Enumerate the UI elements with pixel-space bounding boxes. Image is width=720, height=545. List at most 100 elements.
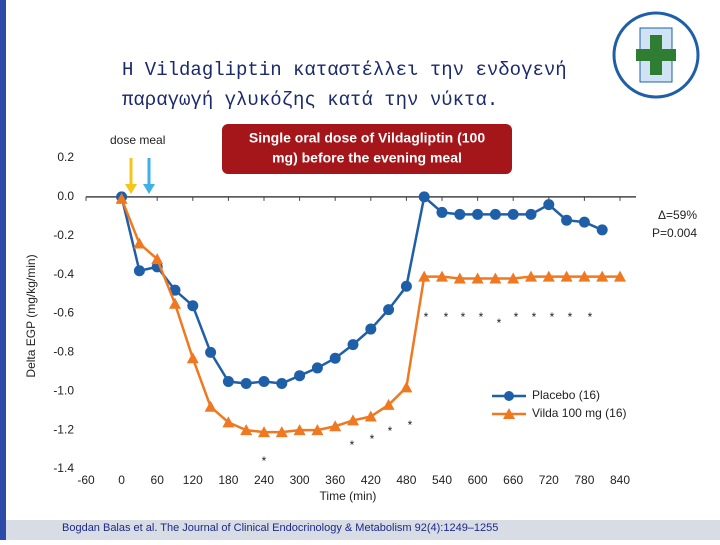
marker	[453, 272, 466, 284]
marker	[240, 377, 252, 389]
marker	[186, 352, 199, 364]
title-line-1: Η Vildagliptin καταστέλλει την ενδογενή	[122, 59, 567, 81]
marker	[151, 253, 164, 265]
significance-mark: *	[568, 310, 573, 324]
x-tick-label: 420	[361, 473, 381, 487]
x-tick-label: 120	[183, 473, 203, 487]
marker	[418, 270, 431, 282]
significance-mark: *	[424, 310, 429, 324]
legend-label: Placebo (16)	[532, 388, 600, 402]
delta-label: Δ=59%	[658, 208, 697, 222]
significance-mark: *	[408, 418, 413, 432]
dose-box	[222, 124, 512, 174]
marker	[364, 410, 377, 422]
marker	[400, 280, 412, 292]
y-tick-label: -0.4	[53, 267, 74, 281]
marker	[525, 270, 537, 282]
x-tick-label: 720	[539, 473, 559, 487]
significance-mark: *	[550, 310, 555, 324]
marker	[560, 270, 573, 282]
y-tick-label: 0.0	[57, 189, 74, 203]
marker	[347, 339, 359, 351]
x-tick-label: 600	[468, 473, 488, 487]
x-tick-label: 660	[503, 473, 523, 487]
marker	[418, 191, 430, 203]
marker	[596, 224, 608, 236]
footer-bar	[0, 520, 720, 540]
marker	[240, 424, 253, 436]
marker	[436, 206, 448, 218]
marker	[383, 304, 395, 316]
marker	[489, 208, 501, 220]
marker	[471, 272, 484, 284]
marker	[578, 270, 591, 282]
plot: 0.2 0.0 -0.2 -0.4 -0.6 -0.8 -1.0 -1.2 -1.4-60 0 60…	[53, 150, 636, 487]
marker	[222, 416, 235, 428]
marker	[542, 270, 555, 282]
y-tick-label: -0.8	[53, 345, 74, 359]
significance-mark: *	[461, 310, 466, 324]
x-tick-label: 0	[118, 473, 125, 487]
dose-arrows	[125, 158, 155, 194]
series-line	[120, 194, 603, 385]
y-tick-label: -1.0	[53, 383, 74, 397]
marker	[311, 424, 324, 436]
x-tick-label: 360	[325, 473, 345, 487]
marker	[258, 376, 270, 388]
significance-mark: *	[388, 424, 393, 438]
significance-mark: *	[350, 438, 355, 452]
marker	[222, 376, 234, 388]
y-tick-label: 0.2	[57, 150, 74, 164]
marker	[169, 297, 181, 309]
y-tick-label: -1.2	[53, 422, 74, 436]
marker	[436, 270, 448, 282]
y-tick-label: -0.6	[53, 306, 74, 320]
marker	[382, 398, 395, 410]
side-bar	[0, 0, 6, 540]
marker	[133, 265, 145, 277]
x-tick-label: 540	[432, 473, 452, 487]
title-line-2: παραγωγή γλυκόζης κατά την νύκτα.	[122, 89, 498, 111]
significance-mark: *	[370, 432, 375, 446]
significance-mark: *	[444, 310, 449, 324]
marker	[454, 208, 466, 220]
marker	[400, 381, 413, 393]
marker	[347, 414, 359, 426]
p-label: P=0.004	[652, 226, 697, 240]
box-line-2: mg) before the evening meal	[272, 150, 462, 166]
box-line-1: Single oral dose of Vildagliptin (100	[249, 130, 485, 146]
marker	[115, 192, 128, 204]
x-axis-label: Time (min)	[320, 489, 377, 503]
y-axis-label: Delta EGP (mg/kg/min)	[24, 254, 38, 377]
logo	[612, 11, 700, 99]
marker	[258, 426, 270, 438]
x-tick-label: 780	[574, 473, 594, 487]
y-tick-label: -1.4	[53, 461, 74, 475]
marker	[293, 424, 306, 436]
marker	[205, 346, 217, 358]
marker	[507, 208, 519, 220]
marker	[596, 270, 609, 282]
marker	[187, 300, 199, 312]
citation: Bogdan Balas et al. The Journal of Clini…	[62, 522, 498, 534]
marker	[365, 323, 377, 335]
marker	[169, 284, 181, 296]
x-tick-label: 180	[218, 473, 238, 487]
significance-mark: *	[479, 310, 484, 324]
y-tick-label: -0.2	[53, 228, 74, 242]
significance-mark: *	[262, 454, 267, 468]
marker	[204, 400, 217, 412]
marker	[311, 362, 323, 374]
x-tick-label: -60	[77, 473, 95, 487]
marker	[489, 272, 502, 284]
marker	[525, 208, 537, 220]
x-tick-label: 480	[396, 473, 416, 487]
marker	[472, 208, 484, 220]
x-tick-label: 240	[254, 473, 274, 487]
marker	[614, 270, 626, 282]
marker	[275, 426, 288, 438]
significance-mark: *	[588, 310, 593, 324]
marker	[329, 420, 342, 432]
